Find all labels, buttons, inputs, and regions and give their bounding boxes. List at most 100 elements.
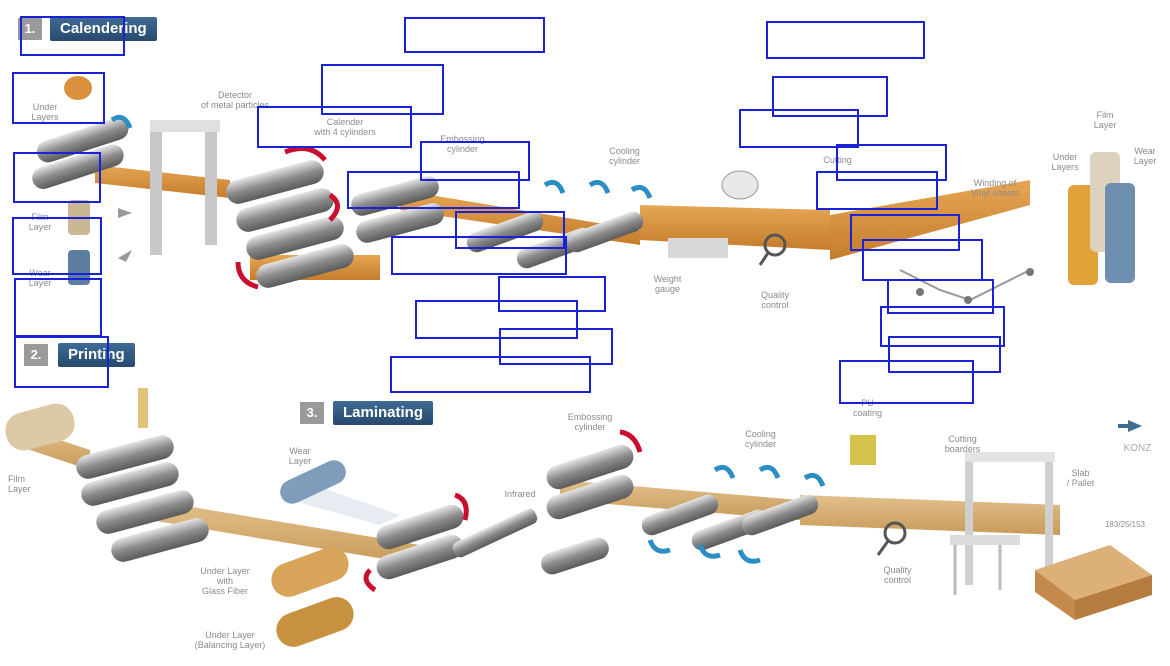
annotation-box	[404, 17, 545, 53]
label-weight-gauge: Weight gauge	[653, 274, 682, 294]
step-2-number: 2.	[24, 344, 48, 366]
step-3-number: 3.	[300, 402, 324, 424]
annotation-box	[499, 328, 613, 365]
annotation-box	[347, 171, 520, 209]
calender-roll	[226, 160, 324, 204]
calender-roll	[236, 188, 334, 232]
step-1-title: Calendering	[50, 17, 157, 41]
annotation-box	[498, 276, 606, 312]
annotation-box	[420, 141, 530, 181]
heat-arrow-icon	[284, 145, 327, 162]
label-under-layers-right: Under Layers	[1051, 152, 1079, 172]
cooling-arrow-icon	[630, 184, 653, 199]
label-quality-1: Quality control	[760, 290, 789, 310]
arrow-right-icon	[1128, 420, 1142, 432]
annotation-box	[12, 72, 105, 124]
label-film-layer-top: Film Layer	[1093, 110, 1117, 130]
slab-pallet	[1035, 545, 1152, 600]
annotation-box	[766, 21, 925, 59]
calendering-line	[32, 76, 1135, 304]
cooling-arrow-icon	[543, 179, 566, 194]
annotation-box	[14, 278, 102, 337]
slab-pallet	[1075, 575, 1152, 620]
wear-layer-roll	[1105, 183, 1135, 283]
konz-logo: KONZ	[1123, 443, 1152, 454]
annotation-box	[20, 16, 125, 56]
under-layer-balancing-roll	[276, 597, 354, 647]
label-quality-2: Quality control	[883, 565, 912, 585]
hopper	[64, 76, 92, 100]
annotation-box	[391, 236, 567, 275]
cutting-frame	[965, 452, 1055, 462]
annotation-box	[415, 300, 578, 339]
heat-arrow-icon	[235, 261, 259, 290]
film-layer-roll	[5, 403, 75, 451]
annotation-box	[12, 217, 102, 275]
label-embossing-2: Embossing cylinder	[567, 412, 613, 432]
annotation-box	[739, 109, 859, 148]
laminating-line	[5, 388, 1152, 647]
cooling-arrow-icon	[713, 464, 736, 479]
ink-dispenser	[138, 388, 148, 428]
heat-arrow-icon	[328, 192, 340, 222]
infrared-heater	[452, 508, 538, 558]
label-dimensions: 183/25/153	[1104, 520, 1146, 529]
printing-roll	[96, 490, 194, 534]
annotation-box	[321, 64, 444, 115]
annotation-box	[862, 239, 983, 281]
annotation-box	[13, 152, 101, 203]
under-layer-glass-roll	[271, 547, 349, 597]
cooling-roll	[641, 494, 719, 536]
annotation-box	[880, 306, 1005, 347]
step-3-title: Laminating	[333, 401, 434, 425]
cutting-frame	[1045, 455, 1053, 575]
label-cutting-boarders: Cutting boarders	[944, 434, 981, 454]
annotation-box	[455, 211, 565, 249]
embossing-roll	[546, 444, 634, 490]
annotation-box	[888, 336, 1001, 373]
cooling-arrow-icon	[737, 549, 761, 564]
label-under-layer-glass: Under Layer with Glass Fiber	[200, 566, 250, 596]
annotation-box	[887, 279, 994, 314]
magnifier-icon	[883, 521, 907, 545]
metal-detector	[150, 125, 162, 255]
label-cooling-2: Cooling cylinder	[744, 429, 776, 449]
printing-roll	[111, 518, 209, 562]
cooling-arrow-icon	[588, 179, 611, 194]
cooling-roll	[741, 494, 819, 536]
calender-roll	[246, 216, 344, 260]
conveyor-table	[950, 535, 1020, 545]
annotation-box	[390, 356, 591, 393]
printing-roll	[76, 435, 174, 479]
scale	[721, 170, 759, 200]
step-2-title: Printing	[58, 343, 135, 367]
cooling-arrow-icon	[803, 472, 826, 487]
metal-detector	[205, 125, 217, 245]
label-film-layer-printing: Film Layer	[8, 474, 31, 494]
label-wear-layer-lam: Wear Layer	[288, 446, 312, 466]
heat-arrow-icon	[363, 568, 377, 593]
annotation-box	[839, 360, 974, 404]
cutting-frame	[965, 455, 973, 585]
arrow-icon	[118, 208, 132, 218]
label-winding: Winding of Vinyl sheets	[970, 178, 1020, 198]
label-cooling-1: Cooling cylinder	[608, 146, 640, 166]
calender-roll	[256, 244, 354, 288]
annotation-box	[836, 144, 947, 181]
cooling-roll	[566, 211, 644, 253]
cooling-roll	[466, 211, 544, 253]
weight-gauge	[668, 238, 728, 258]
calender-roll	[36, 117, 129, 163]
laminating-roll	[376, 504, 464, 550]
heat-arrow-icon	[619, 429, 643, 453]
label-detector: Detector of metal particles	[200, 90, 270, 110]
pu-coating-unit	[850, 435, 876, 465]
slab-pallet	[1035, 570, 1075, 620]
arrow-icon	[118, 250, 132, 262]
printing-roll	[81, 462, 179, 506]
cooling-arrow-icon	[647, 539, 671, 554]
magnifier-icon	[763, 233, 787, 257]
vinyl-sheet	[95, 165, 230, 198]
annotation-box	[850, 214, 960, 251]
label-under-layer-balancing: Under Layer (Balancing Layer)	[194, 630, 266, 650]
